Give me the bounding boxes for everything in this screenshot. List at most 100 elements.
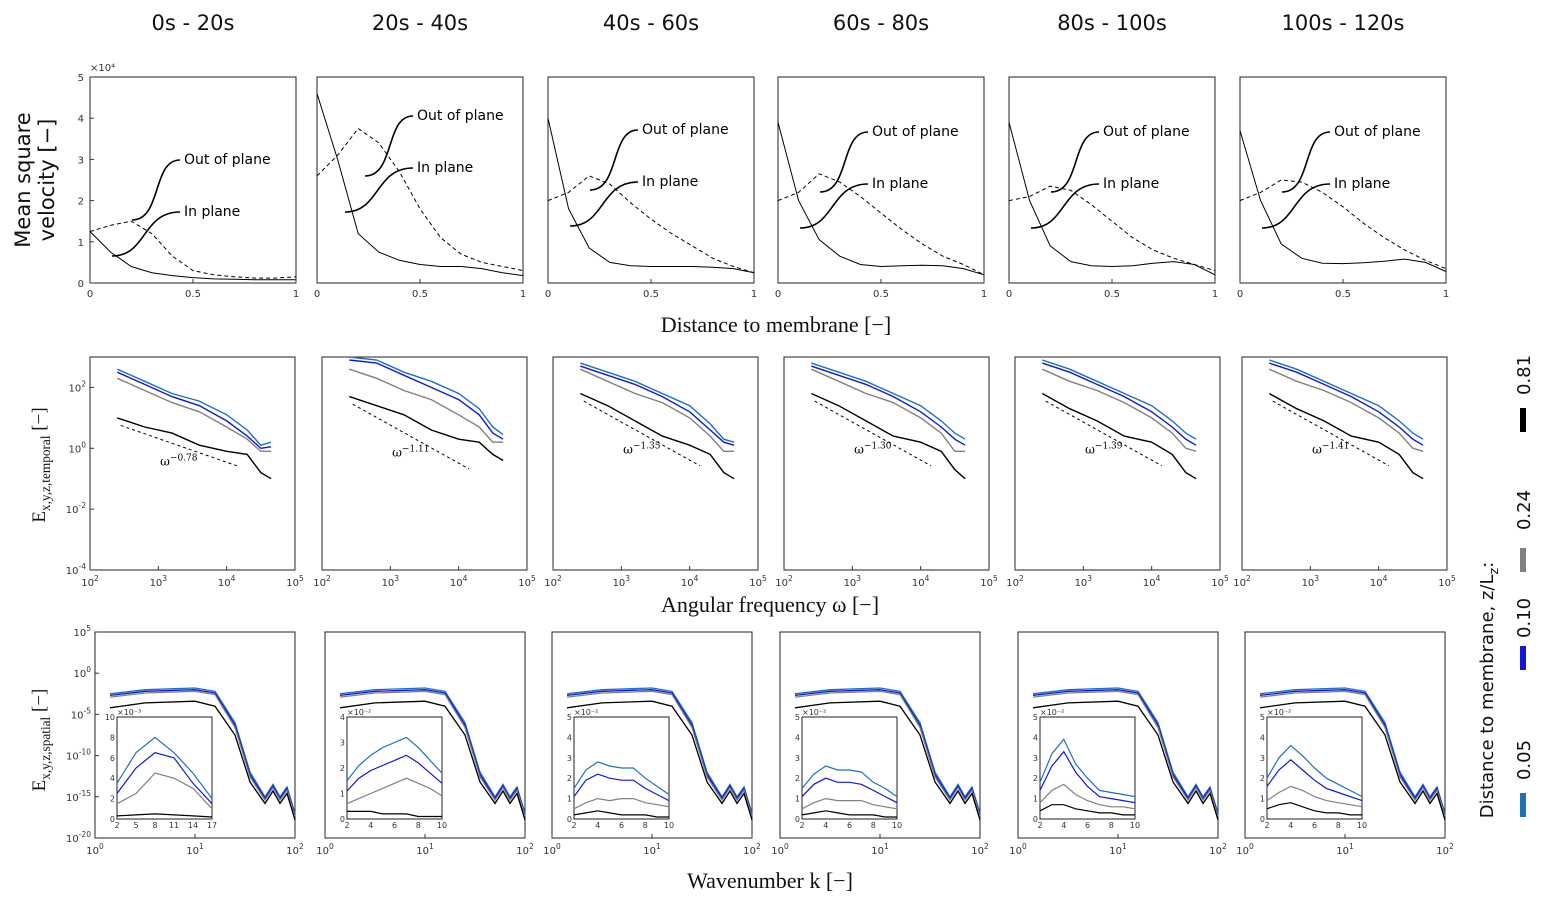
x-tick-label: 0.5 — [412, 289, 428, 300]
out-of-plane-line — [316, 127, 524, 272]
inset-y-tick-label: 8 — [110, 733, 115, 742]
inset-x-tick-label: 10 — [664, 821, 674, 830]
colorbar: 0.05 0.10 0.24 0.81 Distance to membrane, z/… — [1477, 355, 1535, 818]
x-tick-label: 100 — [543, 842, 561, 857]
spectrum-series-0.05 — [349, 356, 504, 436]
inset-series-0.24 — [1039, 783, 1136, 810]
y-multiplier: ×10⁴ — [90, 63, 115, 74]
panel-frame — [1241, 356, 1448, 571]
inset-x-tick-label: 10 — [892, 821, 902, 830]
column-title: 0s - 20s — [152, 11, 235, 35]
inset-y-tick-label: 3 — [567, 754, 572, 763]
inset-x-tick-label: 6 — [1312, 821, 1317, 830]
x-tick-label: 102 — [1209, 842, 1227, 857]
colorbar-swatch — [1520, 646, 1526, 670]
spatial-series-0.81 — [339, 700, 526, 821]
spatial-series-0.24 — [1032, 690, 1219, 817]
in-plane-label: In plane — [1334, 176, 1390, 192]
x-tick-label: 104 — [1370, 574, 1388, 589]
inset-series-0.24 — [346, 777, 443, 805]
inset-y-tick-label: 0 — [110, 815, 115, 824]
spectrum-series-0.10 — [349, 359, 504, 440]
inset-x-tick-label: 14 — [188, 821, 198, 830]
x-tick-label: 1 — [520, 289, 526, 300]
x-tick-label: 105 — [286, 574, 304, 589]
inset-y-tick-label: 0 — [567, 815, 572, 824]
inset-y-tick-label: 4 — [1033, 733, 1038, 742]
spectrum-series-0.05 — [811, 362, 966, 440]
velocity-y-label: Mean squarevelocity [−] — [11, 112, 59, 247]
inset-x-tick-label: 4 — [1288, 821, 1293, 830]
inset-series-0.10 — [116, 752, 213, 805]
inset-y-tick-label: 4 — [340, 713, 345, 722]
spectrum-series-0.24 — [349, 368, 504, 443]
temporal-panel: ω−1.41 102 103 104 105 — [1233, 356, 1456, 589]
inset-multiplier: ×10⁻² — [347, 708, 371, 717]
inset-series-0.24 — [573, 797, 670, 810]
x-tick-label: 102 — [286, 842, 304, 857]
panel-frame — [89, 356, 296, 571]
y-tick-label: 10-4 — [66, 562, 86, 577]
colorbar-level-label: 0.24 — [1514, 490, 1535, 530]
x-tick-label: 104 — [912, 574, 930, 589]
inset-y-tick-label: 2 — [340, 764, 345, 773]
x-tick-label: 103 — [1075, 574, 1093, 589]
inset-x-tick-label: 5 — [133, 821, 138, 830]
inset-series-0.05 — [346, 736, 443, 782]
x-tick-label: 101 — [871, 842, 889, 857]
x-tick-label: 102 — [313, 574, 331, 589]
annotation-curve — [1281, 131, 1331, 193]
power-law-label: ω−1.11 — [392, 444, 429, 459]
inset-y-tick-label: 1 — [795, 795, 800, 804]
inset-x-tick-label: 2 — [799, 821, 804, 830]
inset-x-tick-label: 8 — [152, 821, 157, 830]
spectrum-series-0.10 — [811, 365, 966, 446]
x-tick-label: 0 — [314, 289, 320, 300]
inset-x-tick-label: 4 — [368, 821, 373, 830]
inset-y-tick-label: 5 — [1033, 713, 1038, 722]
inset-x-tick-label: 2 — [344, 821, 349, 830]
inset-y-tick-label: 3 — [1033, 754, 1038, 763]
y-tick-label: 10-20 — [66, 830, 91, 845]
spatial-series-0.10 — [794, 689, 981, 816]
inset-y-tick-label: 3 — [340, 739, 345, 748]
inset-multiplier: ×10⁻² — [574, 708, 598, 717]
spatial-series-0.05 — [339, 687, 526, 814]
inset-y-tick-label: 4 — [567, 733, 572, 742]
inset-x-tick-label: 2 — [1037, 821, 1042, 830]
x-tick-label: 0.5 — [873, 289, 889, 300]
inset-y-tick-label: 10 — [105, 713, 115, 722]
colorbar-swatch — [1520, 408, 1526, 432]
inset-series-0.10 — [1266, 759, 1363, 802]
out-of-plane-line — [777, 173, 985, 276]
spatial-series-0.24 — [339, 690, 526, 817]
x-tick-label: 0.5 — [1335, 289, 1351, 300]
inset-series-0.24 — [116, 772, 213, 810]
in-plane-line — [1239, 130, 1447, 272]
annotation-curve — [111, 211, 181, 257]
x-tick-label: 0 — [1237, 289, 1243, 300]
x-tick-label: 1 — [751, 289, 757, 300]
y-tick-label: 10-2 — [66, 501, 86, 516]
velocity-row: 0s - 20s 20s - 40s 40s - 60s 60s - 80s 80s -… — [11, 11, 1449, 337]
inset-y-tick-label: 0 — [1033, 815, 1038, 824]
x-tick-label: 105 — [1211, 574, 1229, 589]
inset-y-tick-label: 0 — [1260, 815, 1265, 824]
out-of-plane-line — [1008, 185, 1216, 272]
spatial-series-0.24 — [566, 690, 753, 817]
x-tick-label: 103 — [613, 574, 631, 589]
spectrum-series-0.24 — [811, 368, 966, 452]
spatial-series-0.05 — [566, 687, 753, 814]
power-law-line — [1045, 400, 1163, 467]
inset-series-0.10 — [573, 773, 670, 802]
inset-x-tick-label: 6 — [847, 821, 852, 830]
y-tick-label: 100 — [73, 665, 91, 680]
x-tick-label: 102 — [971, 842, 989, 857]
power-law-label: ω−1.39 — [1085, 441, 1123, 456]
x-tick-label: 104 — [218, 574, 236, 589]
colorbar-level-label: 0.10 — [1514, 598, 1535, 638]
inset-frame — [1039, 716, 1136, 820]
